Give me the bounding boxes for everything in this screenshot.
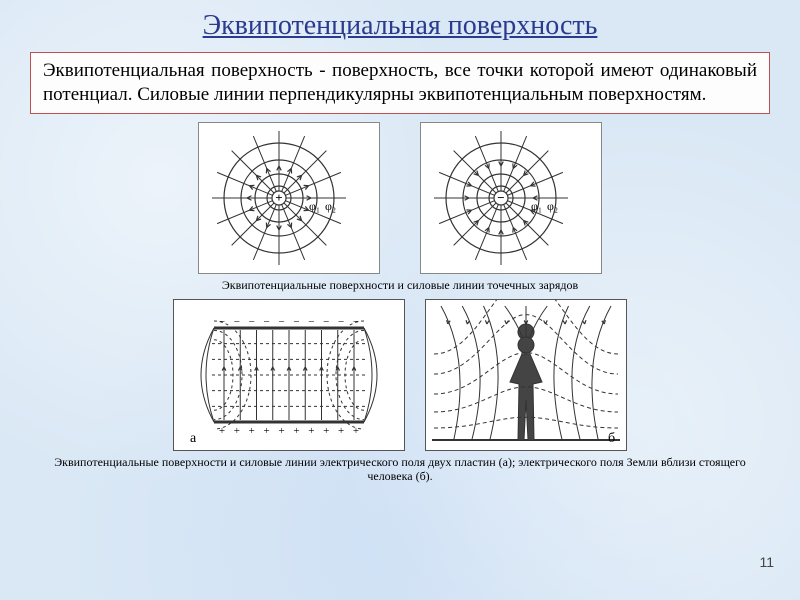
svg-text:φ₁: φ₁ — [531, 199, 542, 213]
svg-text:+: + — [278, 425, 284, 437]
page-number: 11 — [759, 554, 774, 570]
person-field-figure: б — [425, 299, 627, 451]
svg-text:+: + — [338, 425, 344, 437]
svg-text:−: − — [308, 316, 314, 328]
top-figure-row: + φ₁ φ₂ − φ₁ φ₂ — [0, 122, 800, 274]
definition-box: Эквипотенциальная поверхность - поверхно… — [30, 52, 770, 114]
svg-text:−: − — [278, 316, 284, 328]
svg-text:+: + — [264, 425, 270, 437]
svg-text:а: а — [190, 431, 197, 446]
bottom-figure-row: −+−+−+−+−+−+−+−+−+−+а б — [0, 299, 800, 451]
svg-text:+: + — [249, 425, 255, 437]
svg-text:−: − — [497, 190, 504, 205]
svg-text:+: + — [308, 425, 314, 437]
plates-field-figure: −+−+−+−+−+−+−+−+−+−+а — [173, 299, 405, 451]
svg-text:−: − — [234, 316, 240, 328]
svg-text:+: + — [293, 425, 299, 437]
top-caption: Эквипотенциальные поверхности и силовые … — [0, 278, 800, 293]
svg-text:φ₂: φ₂ — [547, 199, 558, 213]
svg-text:φ₂: φ₂ — [325, 199, 336, 213]
svg-text:−: − — [264, 316, 270, 328]
svg-text:−: − — [293, 316, 299, 328]
page-title: Эквипотенциальная поверхность — [0, 0, 800, 48]
svg-text:+: + — [234, 425, 240, 437]
svg-text:−: − — [323, 316, 329, 328]
svg-text:+: + — [323, 425, 329, 437]
point-charge-positive-figure: + φ₁ φ₂ — [198, 122, 380, 274]
svg-text:−: − — [338, 316, 344, 328]
point-charge-negative-figure: − φ₁ φ₂ — [420, 122, 602, 274]
svg-text:+: + — [275, 190, 282, 205]
svg-text:б: б — [608, 431, 615, 446]
bottom-caption: Эквипотенциальные поверхности и силовые … — [40, 455, 760, 484]
svg-text:φ₁: φ₁ — [309, 199, 320, 213]
svg-text:−: − — [249, 316, 255, 328]
